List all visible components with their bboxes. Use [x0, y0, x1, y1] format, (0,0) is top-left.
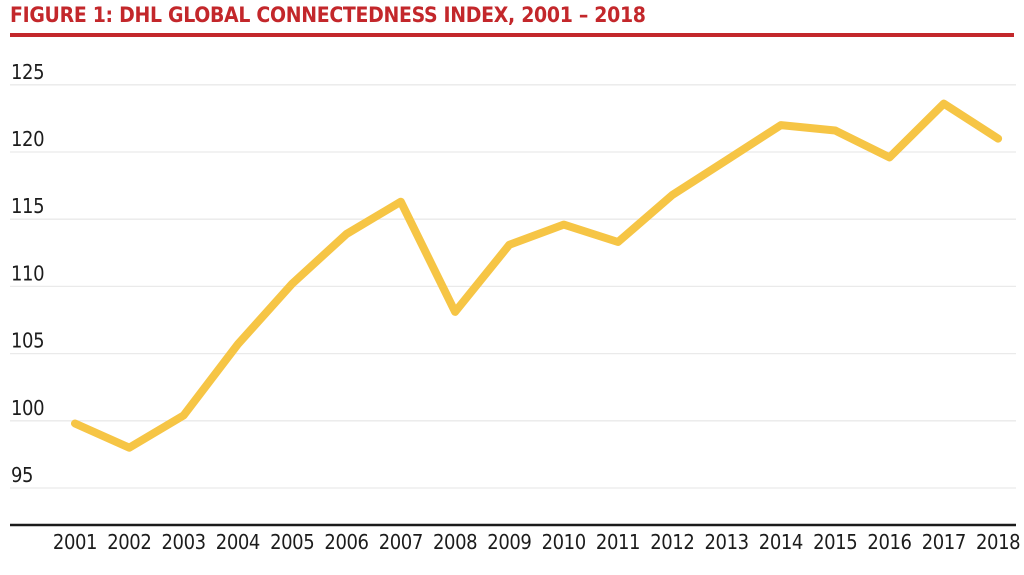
- y-tick-label-115: 115: [11, 194, 44, 218]
- y-tick-label-110: 110: [11, 261, 44, 285]
- x-tick-label-2014: 2014: [759, 530, 803, 554]
- x-tick-label-2006: 2006: [324, 530, 368, 554]
- x-tick-label-2009: 2009: [487, 530, 531, 554]
- y-tick-label-105: 105: [11, 329, 44, 353]
- x-tick-label-2007: 2007: [379, 530, 423, 554]
- x-tick-label-2001: 2001: [53, 530, 97, 554]
- x-tick-label-2010: 2010: [542, 530, 586, 554]
- index-line-series: [71, 99, 1003, 452]
- figure-title: FIGURE 1: DHL GLOBAL CONNECTEDNESS INDEX…: [10, 3, 646, 27]
- y-tick-label-95: 95: [11, 463, 33, 487]
- x-tick-label-2017: 2017: [922, 530, 966, 554]
- x-tick-label-2002: 2002: [107, 530, 151, 554]
- y-tick-label-120: 120: [11, 127, 44, 151]
- x-tick-label-2005: 2005: [270, 530, 314, 554]
- x-tick-label-2011: 2011: [596, 530, 640, 554]
- x-tick-label-2012: 2012: [650, 530, 694, 554]
- x-tick-label-2015: 2015: [813, 530, 857, 554]
- x-tick-label-2016: 2016: [867, 530, 911, 554]
- title-rule-divider: [10, 33, 1014, 37]
- x-tick-label-2018: 2018: [976, 530, 1020, 554]
- y-tick-label-125: 125: [11, 60, 44, 84]
- x-tick-label-2004: 2004: [216, 530, 260, 554]
- y-tick-label-100: 100: [11, 396, 44, 420]
- x-tick-label-2008: 2008: [433, 530, 477, 554]
- x-tick-label-2013: 2013: [705, 530, 749, 554]
- x-tick-label-2003: 2003: [162, 530, 206, 554]
